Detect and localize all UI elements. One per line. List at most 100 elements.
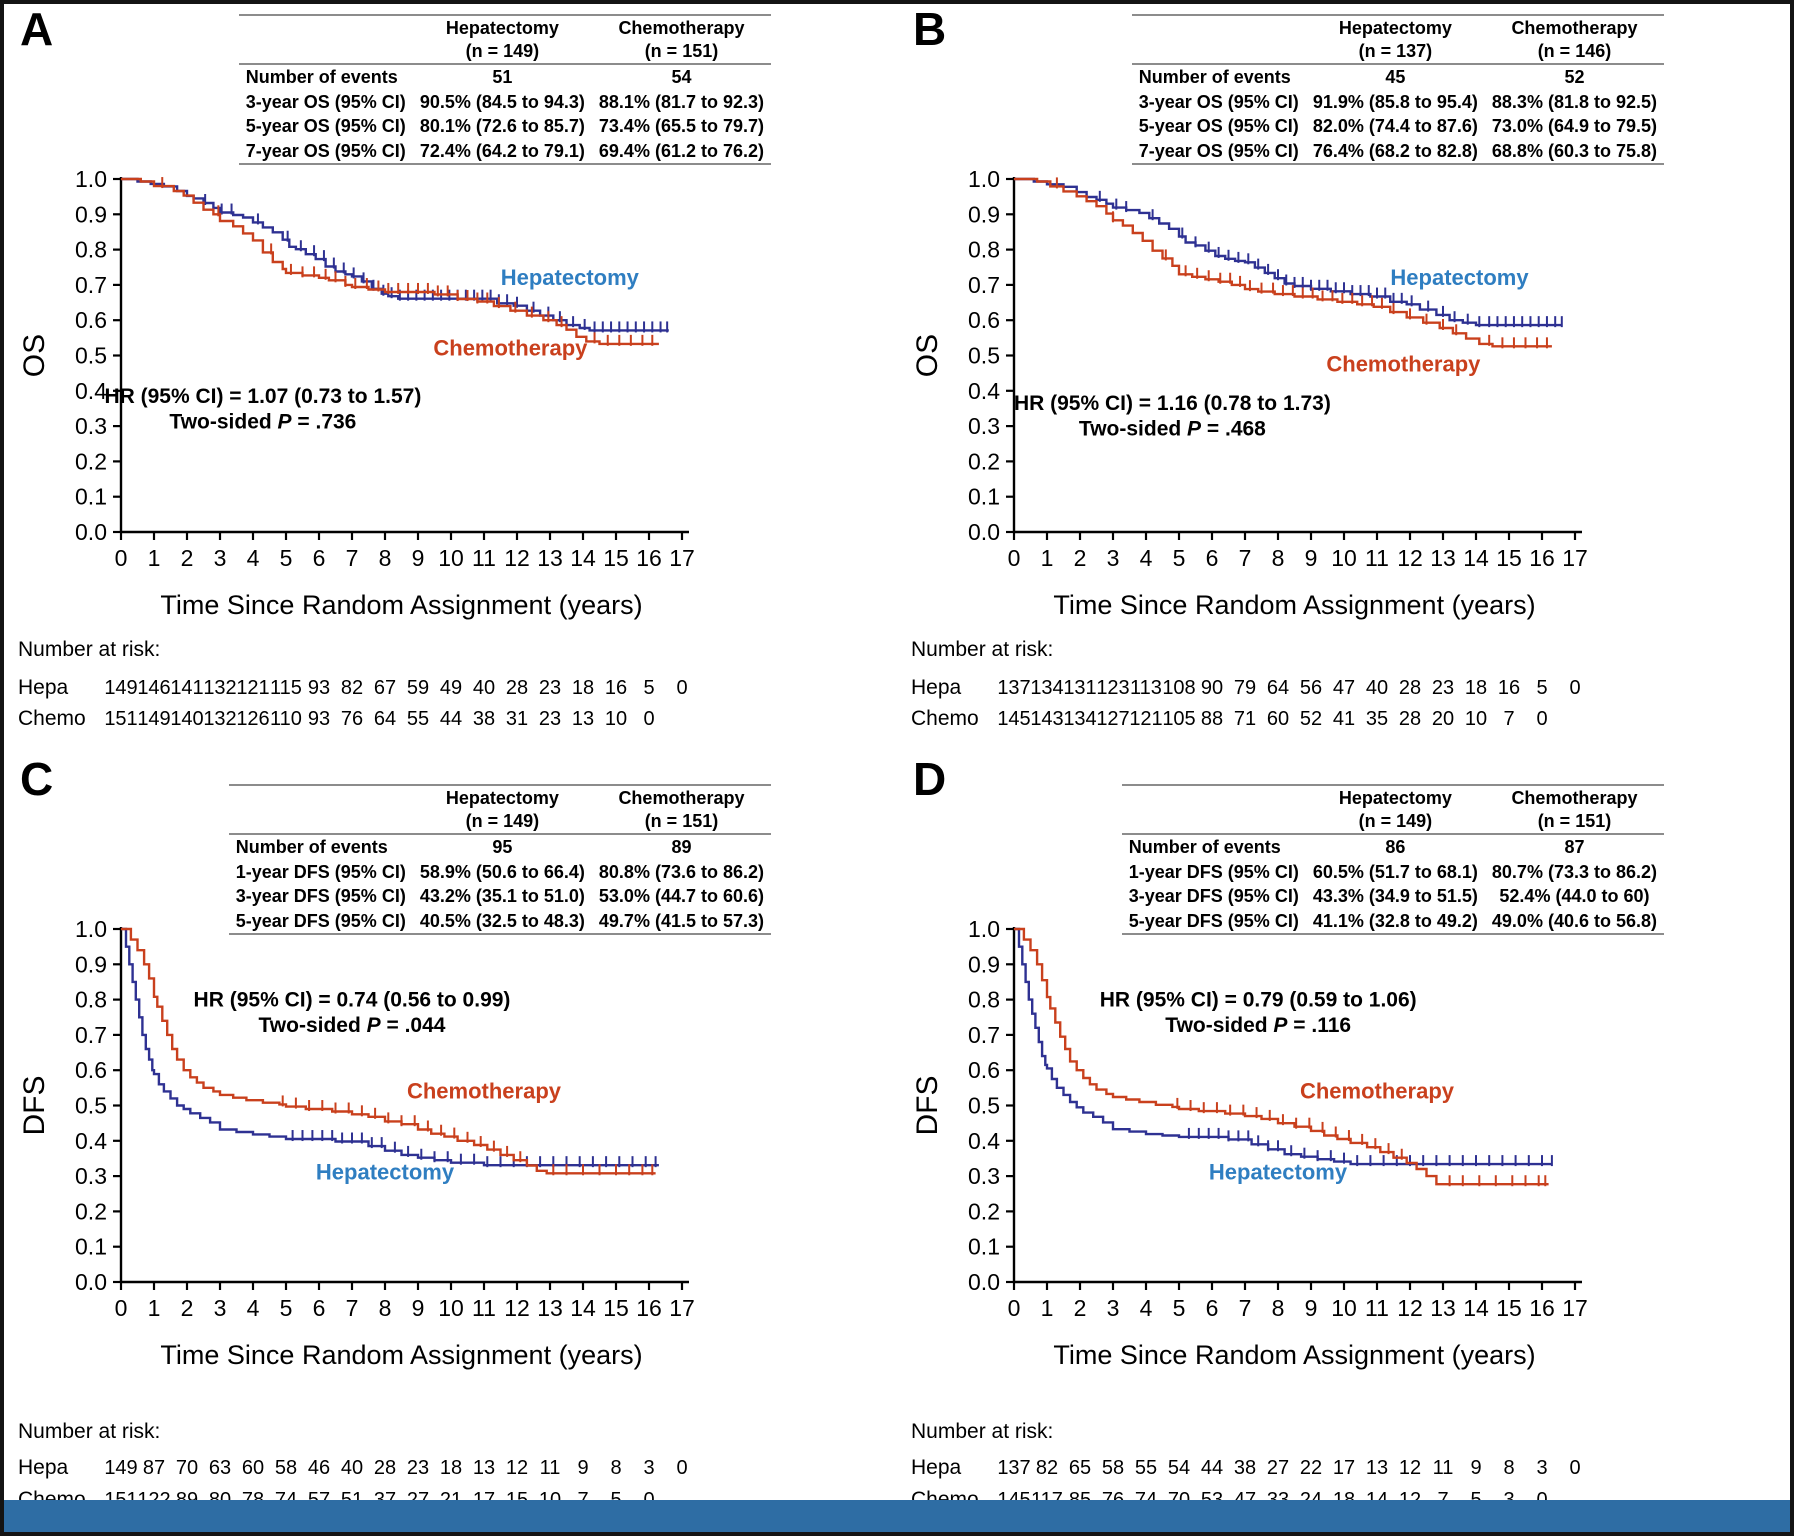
table-row: 3-year DFS (95% CI) 43.3% (34.9 to 51.5) 5…	[1122, 884, 1664, 909]
risk-count: 40	[473, 677, 495, 699]
stat-row-label: 7-year OS (95% CI)	[245, 140, 406, 161]
treatment-arm-name: Hepatectomy	[1338, 18, 1452, 38]
x-tick-label: 4	[1140, 1295, 1153, 1321]
risk-count: 28	[1399, 708, 1421, 730]
x-tick-label: 4	[1140, 545, 1153, 571]
treatment-arm-n: (n = 149)	[465, 810, 540, 831]
stat-value: 53.0% (44.7 to 60.6)	[598, 886, 764, 906]
stat-value: 90.5% (84.5 to 94.3)	[419, 91, 585, 112]
risk-count: 23	[539, 677, 561, 699]
x-tick-label: 8	[1272, 545, 1285, 571]
risk-count: 113	[1130, 677, 1162, 699]
y-tick-label: 0.4	[968, 378, 1000, 404]
stat-row-label: 5-year OS (95% CI)	[245, 116, 406, 136]
y-tick-label: 0.1	[75, 484, 107, 510]
risk-count: 149	[137, 708, 170, 730]
table-row: 3-year OS (95% CI) 91.9% (85.8 to 95.4) 88…	[1132, 90, 1664, 115]
x-axis-title: Time Since Random Assignment (years)	[1053, 590, 1535, 620]
y-tick-label: 0.7	[968, 1022, 1000, 1048]
risk-count: 40	[341, 1457, 363, 1479]
risk-count: 55	[407, 708, 429, 730]
x-tick-label: 11	[472, 1295, 496, 1321]
x-tick-label: 14	[1463, 545, 1489, 571]
x-tick-label: 3	[1107, 1295, 1120, 1321]
risk-count: 16	[1498, 677, 1520, 699]
x-tick-label: 9	[1305, 1295, 1318, 1321]
risk-count: 9	[1470, 1457, 1481, 1479]
y-tick-label: 0.2	[75, 448, 107, 474]
y-tick-label: 1.0	[75, 916, 107, 942]
curve-label-chemotherapy: Chemotherapy	[407, 1078, 562, 1103]
x-tick-label: 6	[1206, 545, 1219, 571]
x-tick-label: 16	[1529, 1295, 1555, 1321]
y-tick-label: 1.0	[75, 166, 107, 192]
risk-count: 88	[1201, 708, 1223, 730]
y-axis-title: OS	[18, 334, 51, 377]
risk-count: 8	[610, 1457, 621, 1479]
stats-table-corner	[229, 785, 413, 834]
table-row: Number of events 45 52	[1132, 64, 1664, 90]
y-tick-label: 0.4	[968, 1128, 1000, 1154]
x-tick-label: 9	[1305, 545, 1318, 571]
risk-count: 132	[203, 708, 236, 730]
risk-count: 140	[170, 708, 203, 730]
x-tick-label: 0	[115, 545, 128, 571]
footer-bar	[4, 1500, 1790, 1532]
risk-count: 60	[242, 1457, 264, 1479]
table-row: 7-year OS (95% CI) 72.4% (64.2 to 79.1) 69…	[238, 139, 771, 164]
risk-count: 149	[104, 1457, 137, 1479]
x-tick-label: 11	[1365, 1295, 1389, 1321]
risk-count: 13	[473, 1457, 495, 1479]
y-tick-label: 0.5	[968, 343, 1000, 369]
x-tick-label: 16	[636, 1295, 662, 1321]
x-tick-label: 15	[1496, 1295, 1522, 1321]
x-tick-label: 10	[438, 1295, 464, 1321]
risk-count: 11	[1433, 1457, 1454, 1479]
risk-count: 121	[236, 677, 269, 699]
stat-value: 43.3% (34.9 to 51.5)	[1312, 886, 1478, 906]
risk-count: 22	[1300, 1457, 1322, 1479]
survival-plot: 0.00.10.20.30.40.50.60.70.80.91.00 1 2 3 4 5 6…	[18, 166, 695, 730]
risk-count: 5	[643, 677, 654, 699]
x-tick-label: 4	[247, 545, 260, 571]
x-tick-label: 16	[636, 545, 662, 571]
x-tick-label: 2	[1074, 545, 1087, 571]
treatment-arm-name: Hepatectomy	[1338, 788, 1452, 808]
y-tick-label: 0.9	[968, 951, 1000, 977]
risk-count: 56	[1300, 677, 1322, 699]
y-tick-label: 0.0	[75, 519, 107, 545]
stats-table-header-row: Hepatectomy (n = 149) Chemotherapy (n = 151…	[1121, 785, 1664, 834]
risk-count: 41	[1333, 708, 1355, 730]
y-tick-label: 0.3	[75, 413, 107, 439]
stats-table-header-row: Hepatectomy (n = 137) Chemotherapy (n = 146…	[1131, 15, 1664, 64]
risk-row-label: Hepa	[18, 1456, 69, 1479]
y-tick-label: 0.5	[75, 1093, 107, 1119]
x-axis-title: Time Since Random Assignment (years)	[160, 1340, 642, 1370]
stat-row-label: Number of events	[235, 837, 388, 857]
stat-row-label: Number of events	[1128, 837, 1281, 857]
stats-table-col-header: Chemotherapy (n = 151)	[1485, 785, 1664, 834]
stat-value: 88.3% (81.8 to 92.5)	[1491, 91, 1657, 112]
risk-count: 38	[473, 708, 495, 730]
risk-count: 23	[1432, 677, 1454, 699]
x-tick-label: 1	[148, 1295, 161, 1321]
stat-value: 49.0% (40.6 to 56.8)	[1491, 910, 1657, 931]
y-tick-label: 0.0	[968, 1269, 1000, 1295]
survival-curve-chemotherapy	[1014, 927, 1549, 1186]
risk-count: 59	[407, 677, 429, 699]
y-tick-label: 0.5	[75, 343, 107, 369]
risk-count: 12	[1399, 1457, 1421, 1479]
risk-count: 18	[572, 677, 594, 699]
risk-count: 146	[137, 677, 170, 699]
stats-table-col-header: Hepatectomy (n = 137)	[1306, 15, 1485, 64]
stat-value: 80.7% (73.3 to 86.2)	[1491, 861, 1657, 882]
risk-count: 49	[440, 677, 462, 699]
treatment-arm-name: Chemotherapy	[618, 788, 745, 808]
stats-table-head: Hepatectomy (n = 149) Chemotherapy (n = 151…	[238, 15, 771, 64]
risk-count: 121	[1129, 708, 1162, 730]
table-row: 3-year DFS (95% CI) 43.2% (35.1 to 51.0) 5…	[229, 884, 771, 909]
stat-value: 58.9% (50.6 to 66.4)	[419, 861, 585, 882]
risk-count: 27	[1267, 1457, 1289, 1479]
stats-table-col-header: Hepatectomy (n = 149)	[413, 785, 592, 834]
panel-b: B Hepatectomy (n = 137) Chemotherapy (n = 14…	[897, 4, 1790, 754]
